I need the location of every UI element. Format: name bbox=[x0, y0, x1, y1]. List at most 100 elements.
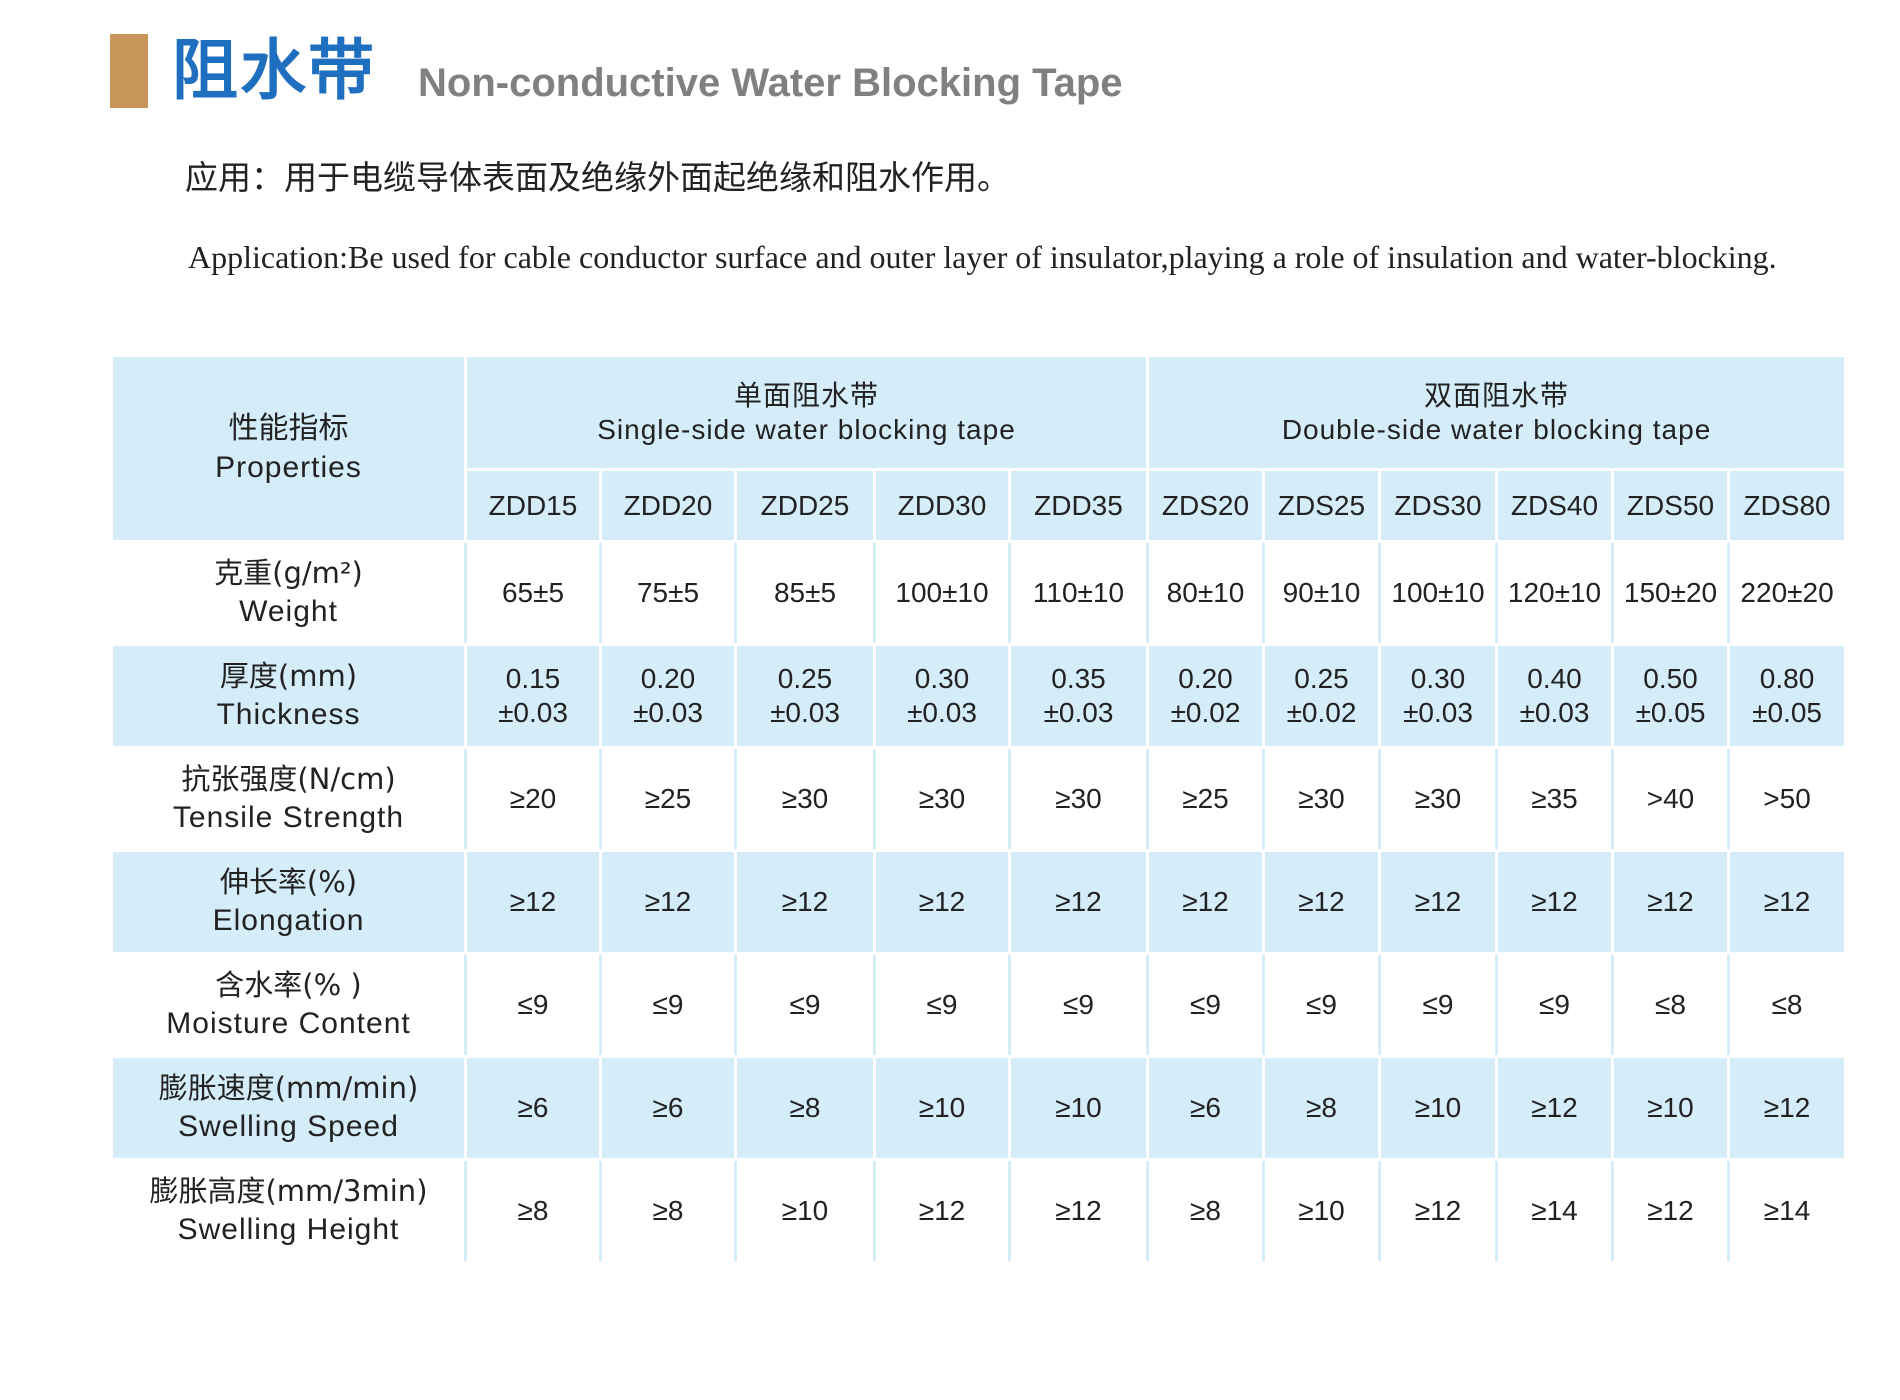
value-cell: ≥8 bbox=[599, 1158, 737, 1264]
value-cell: 0.40 ±0.03 bbox=[1495, 643, 1614, 749]
model-header-cell: ZDS30 bbox=[1378, 468, 1498, 543]
property-name-en: Weight bbox=[239, 595, 338, 628]
value-cell: ≥10 bbox=[873, 1055, 1011, 1161]
table-row: 抗张强度(N/cm) Tensile Strength ≥20 ≥25 ≥30 ≥30 ≥3… bbox=[110, 746, 1848, 852]
value-cell: ≤9 bbox=[464, 952, 602, 1058]
property-name-cn: 膨胀高度(mm/3min) bbox=[149, 1174, 428, 1208]
value-cell: ≥12 bbox=[1611, 1158, 1730, 1264]
value-cell: ≥10 bbox=[1262, 1158, 1381, 1264]
value-cell: ≥12 bbox=[1495, 849, 1614, 955]
value-cell: ≥12 bbox=[873, 849, 1011, 955]
property-name-en: Moisture Content bbox=[166, 1007, 411, 1040]
value-line: 0.40 bbox=[1527, 663, 1582, 694]
value-cell: ≥12 bbox=[464, 849, 602, 955]
value-cell: 120±10 bbox=[1495, 540, 1614, 646]
model-header-cell: ZDD25 bbox=[734, 468, 876, 543]
value-cell: 0.25 ±0.03 bbox=[734, 643, 876, 749]
table-row: 膨胀高度(mm/3min) Swelling Height ≥8 ≥8 ≥10 ≥12 ≥1… bbox=[110, 1158, 1848, 1264]
value-cell: 100±10 bbox=[1378, 540, 1498, 646]
value-cell: 80±10 bbox=[1146, 540, 1265, 646]
value-cell: ≤9 bbox=[1146, 952, 1265, 1058]
value-cell: ≥25 bbox=[1146, 746, 1265, 852]
table-row: 含水率(% ) Moisture Content ≤9 ≤9 ≤9 ≤9 ≤9 ≤9 ≤9 ≤9 ≤… bbox=[110, 952, 1848, 1058]
properties-header-cell: 性能指标 Properties bbox=[110, 354, 467, 543]
value-cell: ≥6 bbox=[599, 1055, 737, 1161]
group-header-cn: 双面阻水带 bbox=[1424, 379, 1570, 411]
value-cell: ≥12 bbox=[1378, 849, 1498, 955]
value-line: ±0.03 bbox=[633, 697, 703, 728]
model-header-cell: ZDS40 bbox=[1495, 468, 1614, 543]
value-cell: 150±20 bbox=[1611, 540, 1730, 646]
property-name-en: Tensile Strength bbox=[172, 801, 405, 834]
value-cell: ≥8 bbox=[1146, 1158, 1265, 1264]
value-line: ±0.03 bbox=[907, 697, 977, 728]
model-header-cell: ZDD15 bbox=[464, 468, 602, 543]
value-line: ±0.03 bbox=[770, 697, 840, 728]
value-line: 0.80 bbox=[1759, 663, 1815, 694]
property-name-en: Swelling Height bbox=[177, 1213, 400, 1246]
value-cell: ≥14 bbox=[1726, 1158, 1848, 1264]
value-line: ±0.03 bbox=[498, 697, 568, 728]
application-text-cn: 应用：用于电缆导体表面及绝缘外面起绝缘和阻水作用。 bbox=[185, 158, 1010, 197]
value-cell: ≤9 bbox=[1008, 952, 1149, 1058]
value-cell: 0.20 ±0.03 bbox=[599, 643, 737, 749]
value-cell: ≥12 bbox=[599, 849, 737, 955]
value-line: ±0.03 bbox=[1519, 697, 1590, 728]
value-cell: ≥6 bbox=[464, 1055, 602, 1161]
property-name-cell: 伸长率(%) Elongation bbox=[110, 849, 467, 955]
model-header-cell: ZDD35 bbox=[1008, 468, 1149, 543]
value-cell: 75±5 bbox=[599, 540, 737, 646]
value-cell: 220±20 bbox=[1726, 540, 1848, 646]
value-cell: ≥12 bbox=[1008, 1158, 1149, 1264]
property-name-cn: 膨胀速度(mm/min) bbox=[158, 1071, 419, 1105]
group-header-en: Single-side water blocking tape bbox=[597, 413, 1016, 445]
value-cell: ≥10 bbox=[1378, 1055, 1498, 1161]
value-cell: ≤9 bbox=[1378, 952, 1498, 1058]
value-cell: ≤9 bbox=[734, 952, 876, 1058]
property-name-cell: 膨胀速度(mm/min) Swelling Speed bbox=[110, 1055, 467, 1161]
value-line: ±0.03 bbox=[1043, 697, 1114, 728]
group-header-single-side: 单面阻水带 Single-side water blocking tape bbox=[464, 354, 1149, 471]
value-line: 0.35 bbox=[1051, 663, 1106, 694]
value-cell: ≥10 bbox=[734, 1158, 876, 1264]
value-line: ±0.02 bbox=[1286, 697, 1357, 728]
value-line: 0.30 bbox=[914, 663, 970, 694]
properties-header-en: Properties bbox=[215, 450, 362, 484]
value-line: ±0.05 bbox=[1752, 697, 1822, 728]
value-line: 0.15 bbox=[505, 663, 561, 694]
value-cell: ≤8 bbox=[1611, 952, 1730, 1058]
property-name-cell: 克重(g/m²) Weight bbox=[110, 540, 467, 646]
value-cell: 100±10 bbox=[873, 540, 1011, 646]
value-cell: ≥30 bbox=[873, 746, 1011, 852]
value-cell: ≥10 bbox=[1611, 1055, 1730, 1161]
value-cell: ≥12 bbox=[734, 849, 876, 955]
value-cell: ≥14 bbox=[1495, 1158, 1614, 1264]
value-cell: 0.50 ±0.05 bbox=[1611, 643, 1730, 749]
model-header-cell: ZDD30 bbox=[873, 468, 1011, 543]
table-row: 膨胀速度(mm/min) Swelling Speed ≥6 ≥6 ≥8 ≥10 ≥10 ≥6… bbox=[110, 1055, 1848, 1161]
group-header-en: Double-side water blocking tape bbox=[1281, 413, 1712, 445]
value-cell: 0.30 ±0.03 bbox=[873, 643, 1011, 749]
value-cell: ≤9 bbox=[599, 952, 737, 1058]
application-text-en: Application:Be used for cable conductor … bbox=[188, 239, 1777, 275]
model-header-cell: ZDS80 bbox=[1726, 468, 1848, 543]
value-cell: ≥30 bbox=[1008, 746, 1149, 852]
property-name-cell: 含水率(% ) Moisture Content bbox=[110, 952, 467, 1058]
model-header-cell: ZDD20 bbox=[599, 468, 737, 543]
value-cell: ≥8 bbox=[1262, 1055, 1381, 1161]
property-name-en: Swelling Speed bbox=[178, 1110, 399, 1143]
property-name-cn: 克重(g/m²) bbox=[214, 556, 363, 590]
value-cell: ≥30 bbox=[734, 746, 876, 852]
value-cell: 0.25 ±0.02 bbox=[1262, 643, 1381, 749]
value-cell: 90±10 bbox=[1262, 540, 1381, 646]
value-cell: ≤9 bbox=[873, 952, 1011, 1058]
value-cell: 0.80 ±0.05 bbox=[1726, 643, 1848, 749]
property-name-en: Thickness bbox=[216, 698, 361, 731]
value-cell: ≥20 bbox=[464, 746, 602, 852]
value-cell: ≥6 bbox=[1146, 1055, 1265, 1161]
value-line: 0.25 bbox=[1294, 663, 1349, 694]
property-name-cn: 伸长率(%) bbox=[219, 865, 358, 899]
page-title-en: Non-conductive Water Blocking Tape bbox=[418, 61, 1123, 105]
properties-header-cn: 性能指标 bbox=[228, 410, 349, 446]
model-header-cell: ZDS50 bbox=[1611, 468, 1730, 543]
